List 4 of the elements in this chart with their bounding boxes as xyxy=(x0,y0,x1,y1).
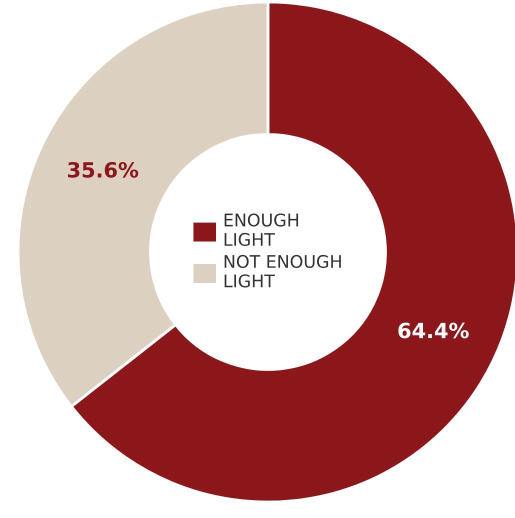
data-label: 35.6% xyxy=(68,162,138,178)
data-label: 64.4% xyxy=(398,322,469,338)
legend-label: ENOUGH LIGHT xyxy=(224,213,298,246)
legend-label: NOT ENOUGH LIGHT xyxy=(224,254,341,288)
